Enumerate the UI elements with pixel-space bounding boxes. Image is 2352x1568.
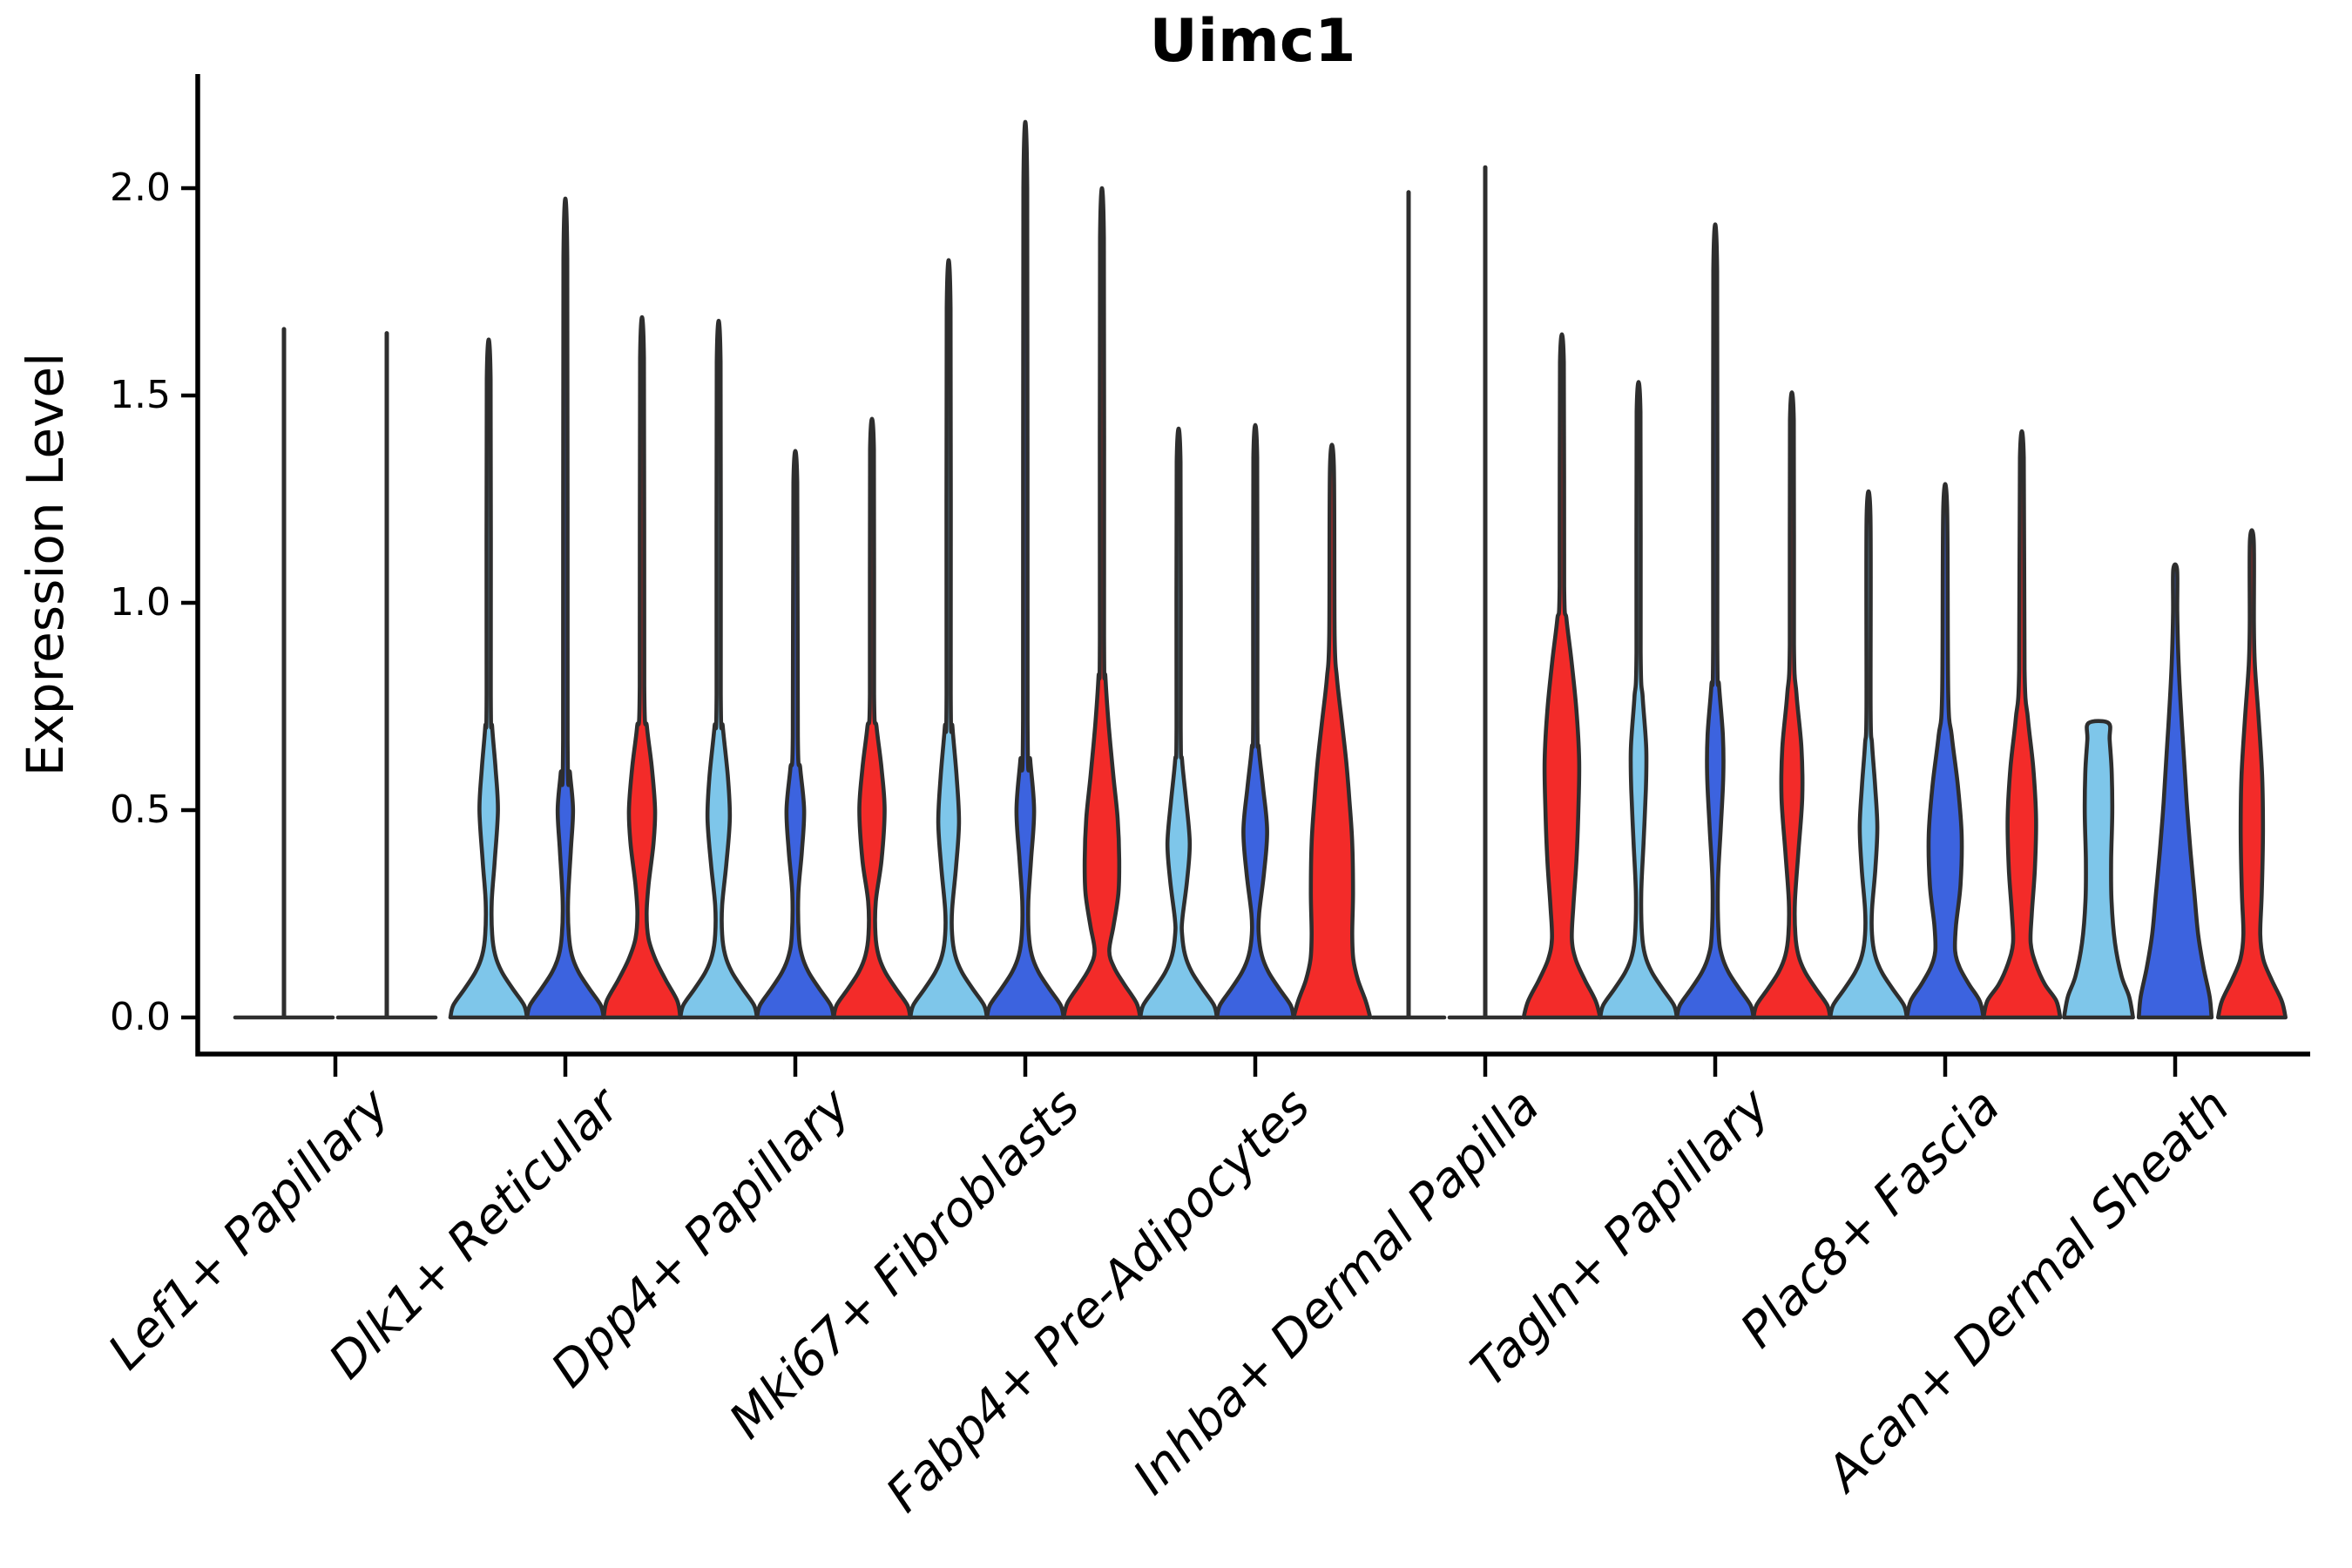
violin-tagln-papillary-royal_blue [1674,222,1756,1020]
violin-plac8-fascia-royal_blue [1904,482,1986,1020]
violin-inhba-dermal-papilla-red [1521,332,1603,1020]
violin-tagln-papillary-light_blue [1598,380,1680,1020]
violin-mki67-fibroblasts-royal_blue [984,119,1066,1020]
violin-dpp4-papillary-red [831,416,913,1020]
y-tick-label: 0.0 [110,995,171,1039]
violin-acan-dermal-sheath-royal_blue [2136,562,2214,1020]
violin-plac8-fascia-red [1981,429,2063,1020]
violin-acan-dermal-sheath-red [2216,528,2288,1020]
axis-spines [195,74,2310,1057]
violin-dpp4-papillary-light_blue [678,319,760,1020]
y-tick-label: 2.0 [110,166,171,210]
violin-mki67-fibroblasts-light_blue [908,258,990,1020]
violin-fabp4-pre-adipocytes-red [1291,443,1373,1020]
violin-fabp4-pre-adipocytes-light_blue [1138,427,1220,1020]
violin-dlk1-reticular-royal_blue [524,196,606,1020]
violin-mki67-fibroblasts-red [1061,186,1143,1020]
y-tick-label: 1.0 [110,580,171,625]
violin-dpp4-papillary-royal_blue [754,449,836,1020]
y-tick-label: 1.5 [110,373,171,417]
violin-tagln-papillary-red [1751,390,1833,1020]
violin-acan-dermal-sheath-light_blue [2062,719,2135,1020]
violin-dlk1-reticular-light_blue [448,337,530,1020]
violin-plac8-fascia-light_blue [1828,490,1909,1020]
violin-fabp4-pre-adipocytes-royal_blue [1214,422,1296,1020]
y-tick-label: 0.5 [110,787,171,832]
violin-dlk1-reticular-red [601,314,683,1020]
chart-title: Uimc1 [1149,7,1356,76]
y-axis-label: Expression Level [16,352,75,777]
